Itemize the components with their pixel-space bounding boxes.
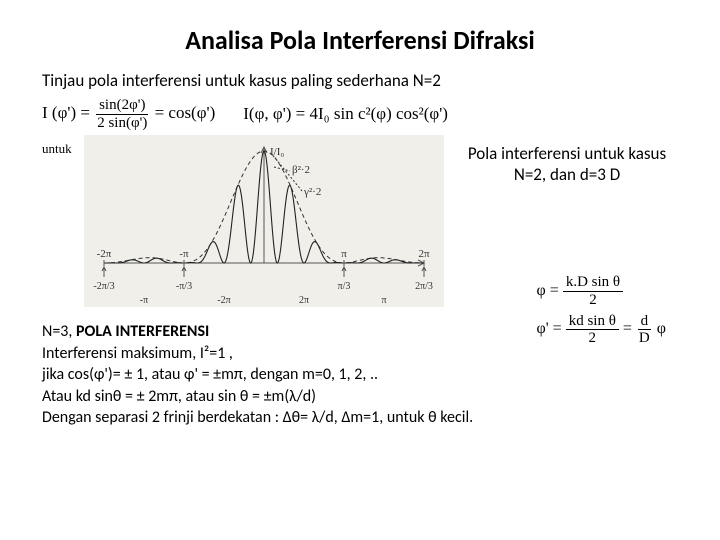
side-formulas: φ = k.D sin θ 2 φ' = kd sin θ 2 = d D φ [537, 272, 666, 349]
svg-text:π: π [341, 248, 347, 260]
svg-text:2π: 2π [418, 248, 430, 260]
notes-line-3: jika cos(φ')= ± 1, atau φ' = ±mπ, dengan… [42, 364, 678, 386]
chart-svg: I/I₀ β²·2 γ²·2 -2π -π π 2π -2π/3 -π/3 π/3 2π/3 -π -2… [84, 135, 444, 307]
subtitle-text: Tinjau pola interferensi untuk kasus pal… [42, 70, 678, 91]
formula-left-fraction: sin(2φ') 2 sin(φ') [94, 97, 150, 131]
svg-text:-π: -π [179, 248, 189, 260]
untuk-label: untuk [42, 135, 72, 157]
svg-text:-π/3: -π/3 [176, 281, 192, 292]
svg-text:-2π: -2π [97, 248, 112, 260]
side-formula-phiprime: φ' = kd sin θ 2 = d D φ [537, 310, 666, 348]
formula-right: I(φ, φ') = 4I₀ sin c²(φ) cos²(φ') [243, 104, 448, 124]
notes-line-5: Dengan separasi 2 frinji berdekatan : Δθ… [42, 407, 678, 429]
svg-text:I/I₀: I/I₀ [270, 146, 284, 158]
formula-row: I (φ') = sin(2φ') 2 sin(φ') = cos(φ') I(… [42, 97, 678, 131]
svg-text:-2π: -2π [217, 295, 230, 306]
svg-text:-π: -π [140, 295, 148, 306]
svg-text:β²·2: β²·2 [292, 164, 310, 176]
formula-left-suffix: = cos(φ') [155, 103, 216, 122]
formula-left: I (φ') = sin(2φ') 2 sin(φ') = cos(φ') [42, 97, 215, 131]
side-formula-phi: φ = k.D sin θ 2 [537, 272, 666, 310]
svg-text:π: π [381, 295, 386, 306]
svg-text:2π/3: 2π/3 [415, 281, 433, 292]
page-title: Analisa Pola Interferensi Difraksi [42, 24, 678, 56]
svg-text:γ²·2: γ²·2 [303, 186, 321, 198]
svg-text:-2π/3: -2π/3 [93, 281, 114, 292]
svg-text:π/3: π/3 [338, 281, 351, 292]
side-caption: Pola interferensi untuk kasus N=2, dan d… [456, 143, 678, 185]
interference-chart: I/I₀ β²·2 γ²·2 -2π -π π 2π -2π/3 -π/3 π/3 2π/3 -π -2… [84, 135, 444, 307]
formula-left-prefix: I (φ') = [42, 103, 94, 122]
svg-text:2π: 2π [299, 295, 309, 306]
notes-line-4: Atau kd sinθ = ± 2mπ, atau sin θ = ±m(λ/… [42, 386, 678, 408]
